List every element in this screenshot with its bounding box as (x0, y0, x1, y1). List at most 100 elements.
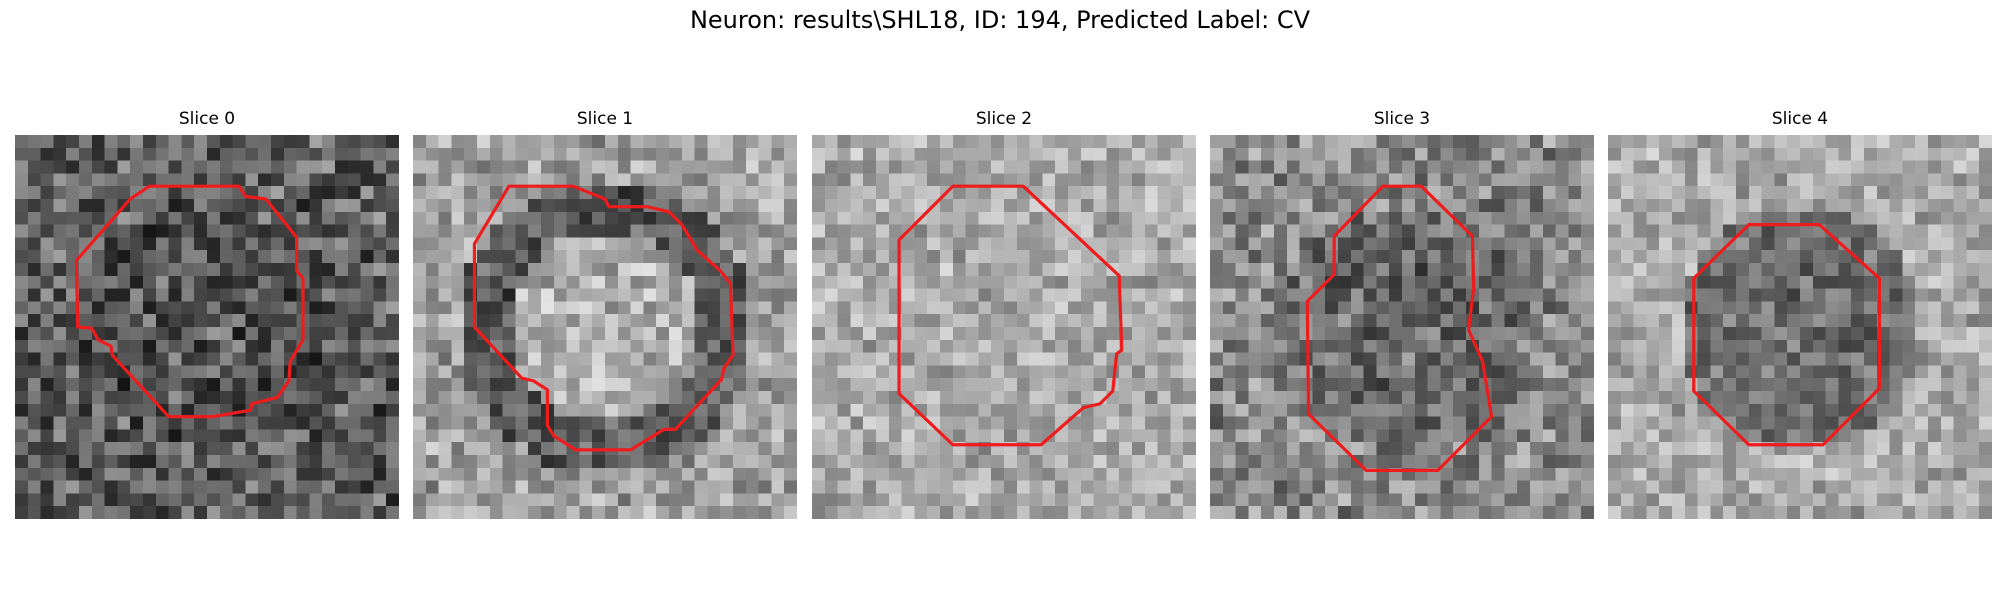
pixel (284, 237, 297, 250)
pixel (1698, 225, 1711, 238)
pixel (669, 237, 682, 250)
pixel (1877, 481, 1890, 494)
pixel (1351, 186, 1364, 199)
pixel (1094, 263, 1107, 276)
pixel (1634, 455, 1647, 468)
pixel (1248, 455, 1261, 468)
pixel (1492, 429, 1505, 442)
pixel (695, 161, 708, 174)
pixel (1568, 161, 1581, 174)
pixel (233, 429, 246, 442)
pixel (1659, 455, 1672, 468)
pixel (863, 468, 876, 481)
pixel (515, 455, 528, 468)
pixel (1787, 263, 1800, 276)
pixel (117, 135, 130, 148)
pixel (477, 289, 490, 302)
pixel (1966, 161, 1979, 174)
pixel (759, 468, 772, 481)
pixel (181, 225, 194, 238)
pixel (1621, 225, 1634, 238)
pixel (643, 327, 656, 340)
pixel (592, 404, 605, 417)
pixel (1055, 250, 1068, 263)
pixel (361, 417, 374, 430)
pixel (490, 481, 503, 494)
pixel (1979, 353, 1992, 366)
pixel (1941, 161, 1954, 174)
pixel (838, 493, 851, 506)
pixel (335, 289, 348, 302)
pixel (1813, 161, 1826, 174)
pixel (991, 263, 1004, 276)
pixel (1145, 148, 1158, 161)
pixel (1415, 442, 1428, 455)
pixel (1132, 417, 1145, 430)
pixel (1338, 276, 1351, 289)
pixel (876, 404, 889, 417)
pixel (53, 365, 66, 378)
pixel (1223, 378, 1236, 391)
pixel (169, 327, 182, 340)
pixel (1890, 212, 1903, 225)
pixel (1672, 161, 1685, 174)
pixel (1672, 468, 1685, 481)
pixel (682, 353, 695, 366)
pixel (1800, 173, 1813, 186)
pixel (1338, 506, 1351, 519)
pixel (1119, 148, 1132, 161)
pixel (1966, 404, 1979, 417)
pixel (927, 212, 940, 225)
pixel (284, 135, 297, 148)
pixel (643, 417, 656, 430)
pixel (1568, 404, 1581, 417)
pixel (978, 481, 991, 494)
pixel (902, 506, 915, 519)
pixel (105, 442, 118, 455)
pixel (1685, 237, 1698, 250)
pixel (1145, 225, 1158, 238)
pixel (1030, 429, 1043, 442)
pixel (567, 301, 580, 314)
pixel (541, 314, 554, 327)
pixel (1749, 301, 1762, 314)
pixel (413, 340, 426, 353)
pixel (643, 212, 656, 225)
pixel (1094, 378, 1107, 391)
pixel (373, 327, 386, 340)
pixel (1543, 391, 1556, 404)
pixel (156, 199, 169, 212)
pixel (1364, 301, 1377, 314)
pixel (1915, 237, 1928, 250)
pixel (1274, 455, 1287, 468)
pixel (1736, 135, 1749, 148)
pixel (669, 481, 682, 494)
pixel (579, 493, 592, 506)
pixel (1581, 353, 1594, 366)
pixel (1864, 314, 1877, 327)
pixel (309, 506, 322, 519)
pixel (1890, 455, 1903, 468)
pixel (169, 199, 182, 212)
pixel (1543, 186, 1556, 199)
pixel (631, 506, 644, 519)
pixel (1183, 301, 1196, 314)
pixel (66, 199, 79, 212)
pixel (1556, 365, 1569, 378)
pixel (92, 417, 105, 430)
pixel (1749, 404, 1762, 417)
pixel (413, 493, 426, 506)
pixel (1145, 455, 1158, 468)
pixel (1389, 378, 1402, 391)
pixel (1608, 353, 1621, 366)
pixel (413, 417, 426, 430)
pixel (1081, 493, 1094, 506)
pixel (348, 481, 361, 494)
pixel (1236, 263, 1249, 276)
pixel (297, 429, 310, 442)
pixel (850, 404, 863, 417)
pixel (322, 250, 335, 263)
pixel (297, 481, 310, 494)
pixel (812, 173, 825, 186)
pixel (1351, 314, 1364, 327)
